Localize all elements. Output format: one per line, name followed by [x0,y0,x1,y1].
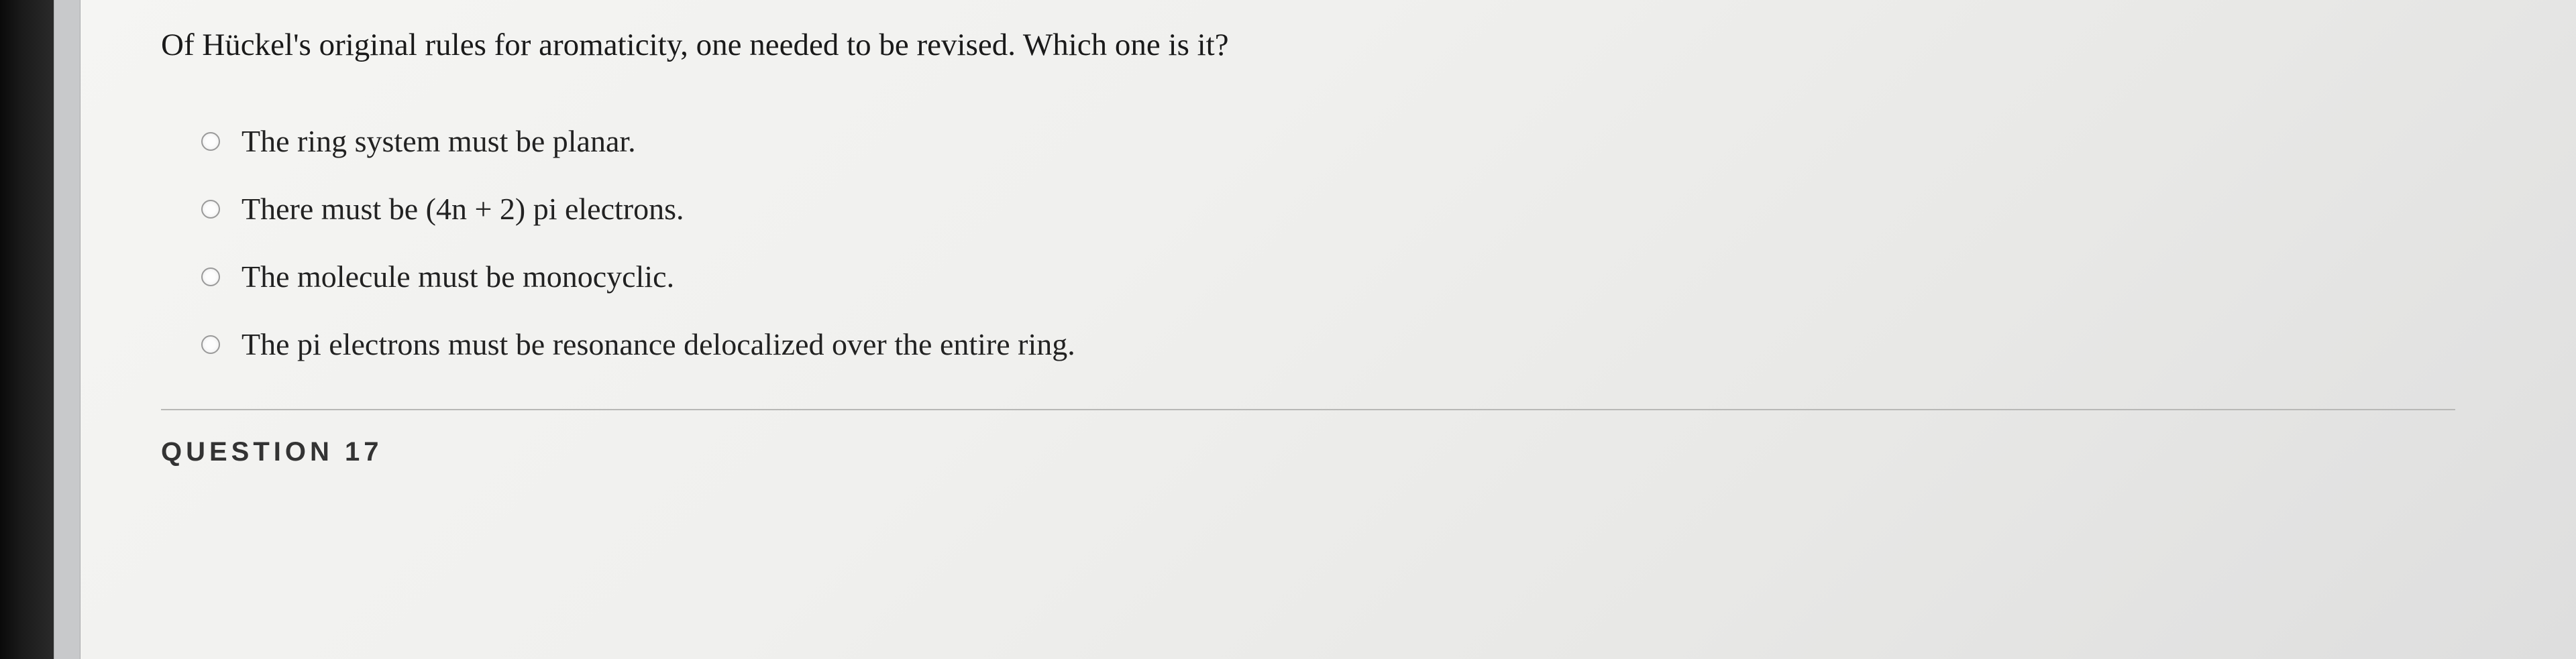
option-row: The molecule must be monocyclic. [201,259,2576,294]
option-label-4[interactable]: The pi electrons must be resonance deloc… [241,326,1075,362]
option-row: The pi electrons must be resonance deloc… [201,326,2576,362]
option-radio-3[interactable] [201,267,220,286]
quiz-content: Of Hückel's original rules for aromatici… [80,0,2576,659]
option-label-1[interactable]: The ring system must be planar. [241,123,636,159]
question-prompt: Of Hückel's original rules for aromatici… [161,27,2576,63]
option-row: There must be (4n + 2) pi electrons. [201,191,2576,227]
window-edge-dark [0,0,54,659]
scrollbar-track[interactable] [54,0,80,659]
option-label-3[interactable]: The molecule must be monocyclic. [241,259,674,294]
option-label-2[interactable]: There must be (4n + 2) pi electrons. [241,191,684,227]
options-group: The ring system must be planar. There mu… [161,123,2576,362]
option-radio-2[interactable] [201,200,220,219]
next-question-header: QUESTION 17 [161,437,2576,467]
question-divider [161,409,2455,410]
option-radio-4[interactable] [201,335,220,354]
option-radio-1[interactable] [201,132,220,151]
option-row: The ring system must be planar. [201,123,2576,159]
